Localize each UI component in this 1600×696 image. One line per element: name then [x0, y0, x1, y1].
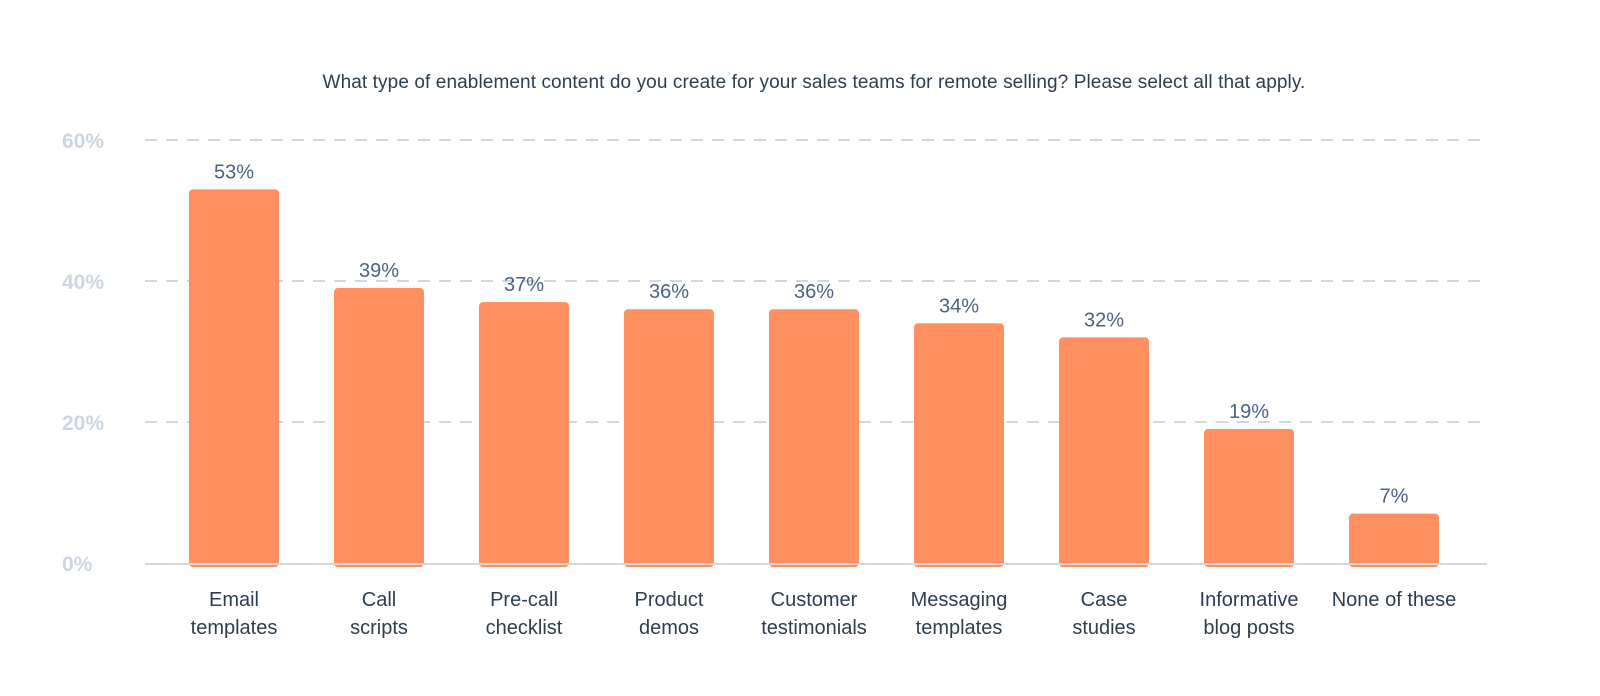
- x-tick-label-line: testimonials: [761, 617, 867, 639]
- y-tick-label: 60%: [62, 130, 104, 153]
- data-label: 7%: [1380, 486, 1409, 508]
- x-tick-label-line: Informative: [1200, 589, 1299, 611]
- x-tick-label-line: templates: [916, 617, 1003, 639]
- bar: [189, 189, 279, 567]
- y-tick-label: 0%: [62, 553, 93, 576]
- x-tick-label-line: Email: [209, 589, 259, 611]
- data-label: 53%: [214, 161, 254, 183]
- x-tick-label-line: None of these: [1332, 589, 1457, 611]
- x-tick-label-line: scripts: [350, 617, 408, 639]
- x-tick-label-line: Product: [635, 589, 704, 611]
- bar: [479, 302, 569, 567]
- x-tick-label-line: demos: [639, 617, 699, 639]
- y-tick-label: 40%: [62, 271, 104, 294]
- y-tick-label: 20%: [62, 412, 104, 435]
- x-tick-label-line: studies: [1072, 617, 1135, 639]
- data-label: 36%: [649, 281, 689, 303]
- x-tick-label: None of these: [1332, 589, 1457, 611]
- x-tick-label: Email templates: [191, 589, 278, 639]
- x-tick-label-line: blog posts: [1203, 617, 1294, 639]
- x-tick-label: Call scripts: [350, 589, 408, 639]
- x-tick-label-line: Case: [1081, 589, 1128, 611]
- x-tick-label: Case studies: [1072, 589, 1135, 639]
- x-tick-label: Informative blog posts: [1200, 589, 1299, 639]
- data-label: 34%: [939, 295, 979, 317]
- data-label: 39%: [359, 260, 399, 282]
- chart-title: What type of enablement content do you c…: [322, 72, 1306, 93]
- bar: [1204, 429, 1294, 567]
- x-tick-label: Product demos: [635, 589, 704, 639]
- bar: [334, 288, 424, 567]
- data-label: 19%: [1229, 401, 1269, 423]
- bar: [1059, 337, 1149, 567]
- data-label: 36%: [794, 281, 834, 303]
- x-tick-label-line: templates: [191, 617, 278, 639]
- data-label: 37%: [504, 274, 544, 296]
- bar: [624, 309, 714, 567]
- data-label: 32%: [1084, 309, 1124, 331]
- x-tick-label: Pre-call checklist: [486, 589, 563, 639]
- bar: [914, 323, 1004, 567]
- x-tick-label-line: Messaging: [911, 589, 1008, 611]
- x-tick-label-line: checklist: [486, 617, 563, 639]
- x-tick-label-line: Call: [362, 589, 396, 611]
- bar: [769, 309, 859, 567]
- x-tick-label-line: Customer: [771, 589, 858, 611]
- x-tick-label: Customer testimonials: [761, 589, 867, 639]
- bar: [1349, 513, 1439, 567]
- x-tick-label-line: Pre-call: [490, 589, 558, 611]
- x-tick-label: Messaging templates: [911, 589, 1008, 639]
